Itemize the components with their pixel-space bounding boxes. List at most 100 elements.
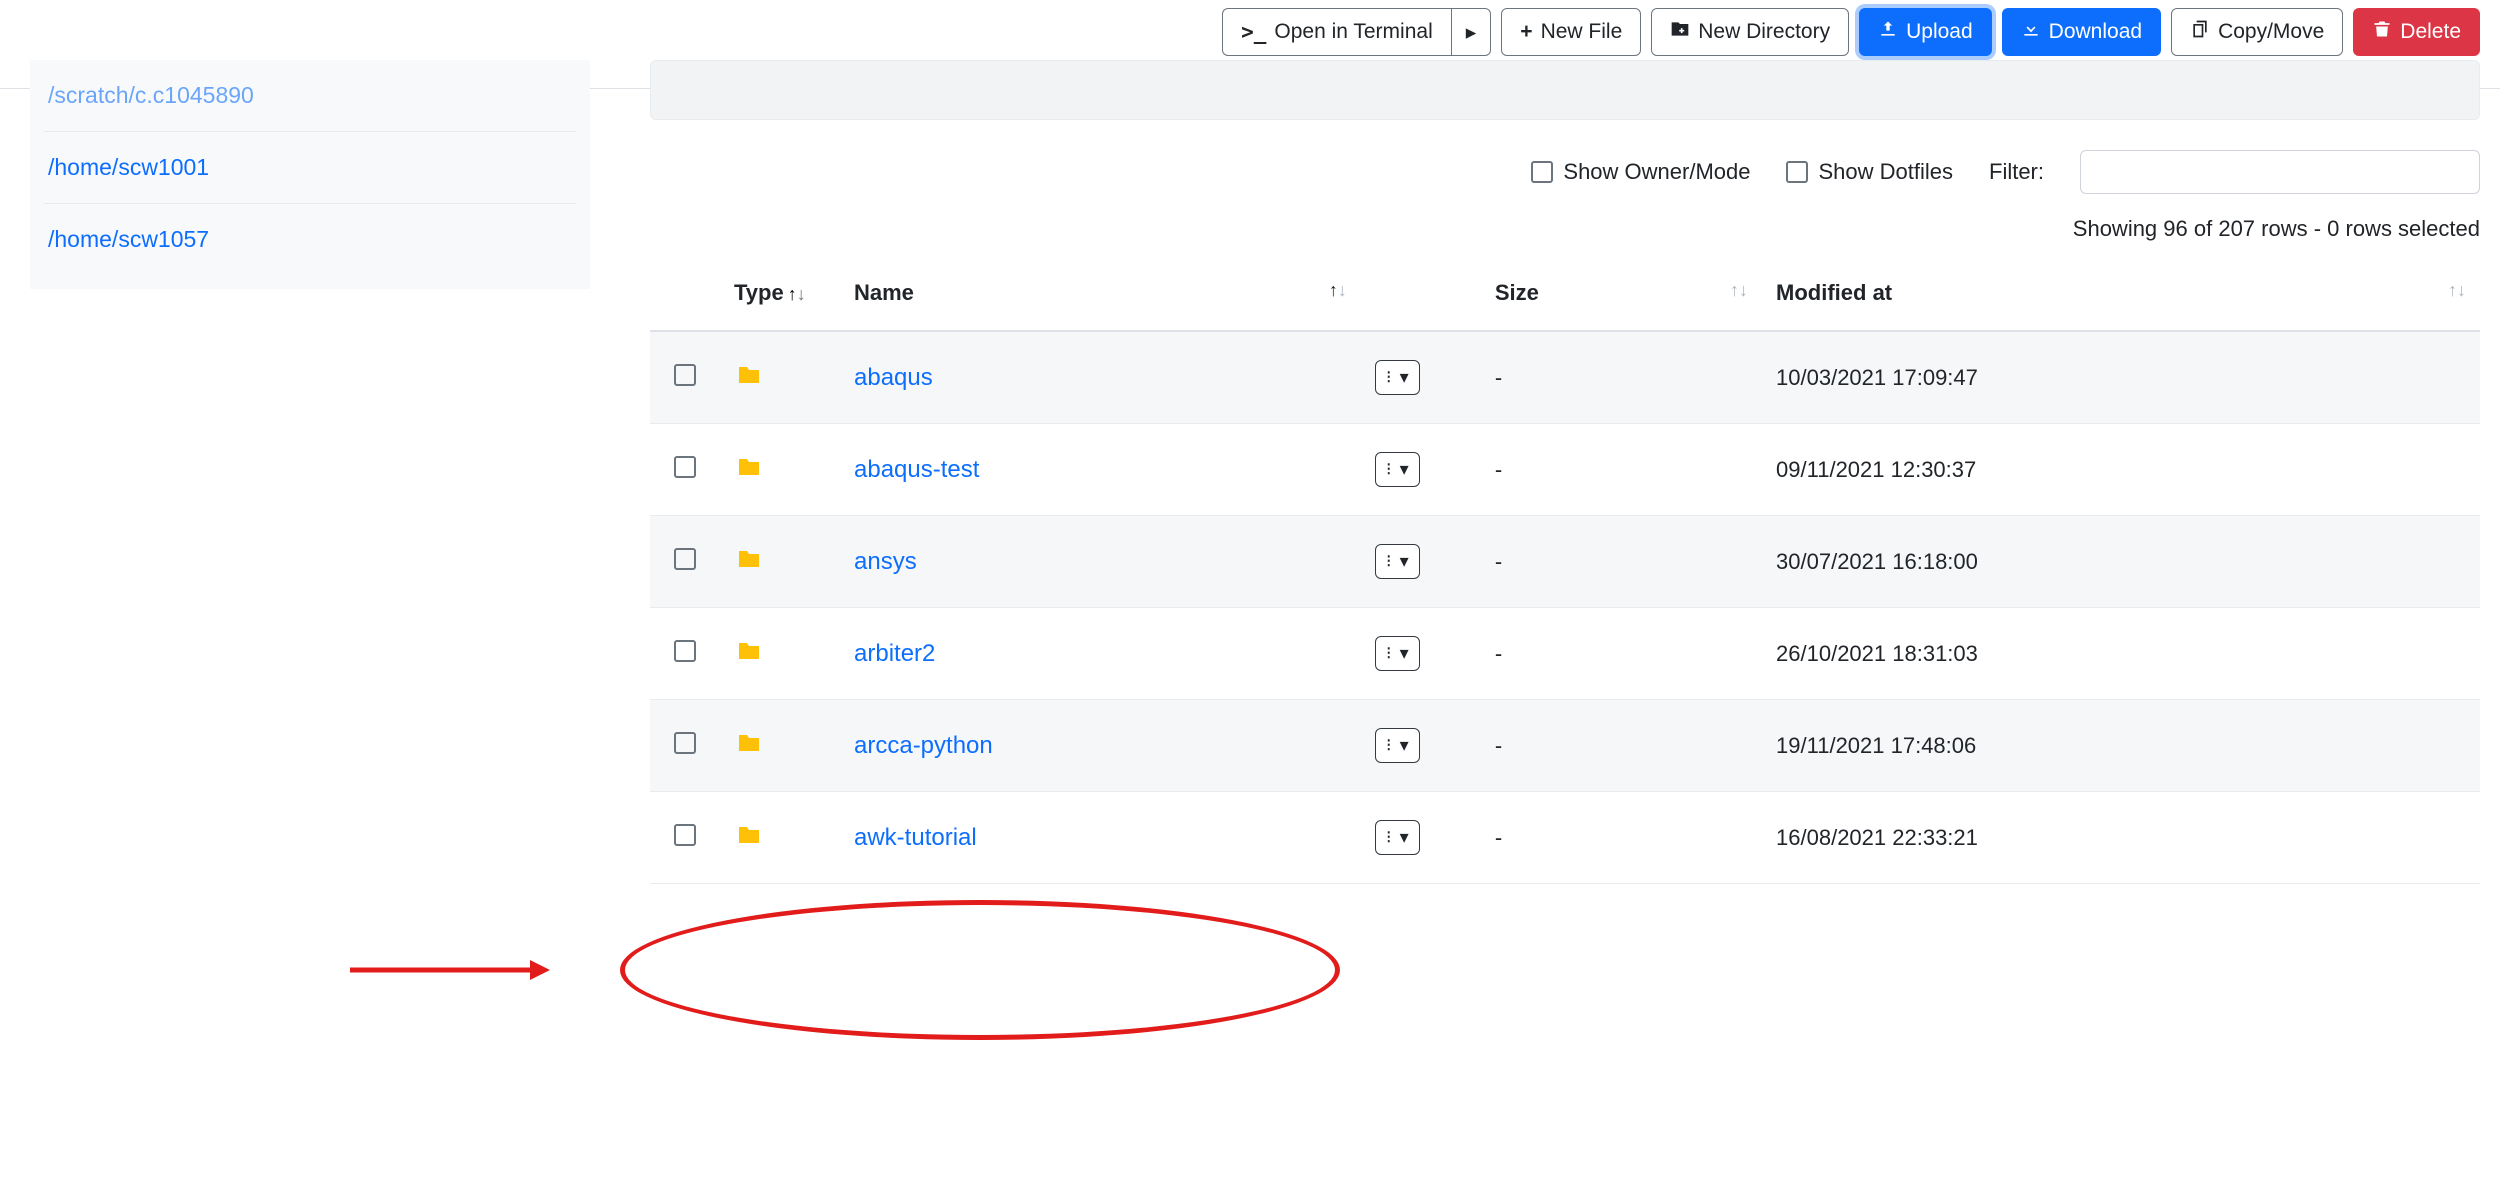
- status-line: Showing 96 of 207 rows - 0 rows selected: [650, 216, 2480, 242]
- row-checkbox[interactable]: [674, 824, 696, 846]
- upload-icon: [1878, 19, 1898, 45]
- row-actions-menu[interactable]: ⁝ ▾: [1375, 820, 1420, 855]
- col-modified-label: Modified at: [1776, 280, 1892, 305]
- folder-plus-icon: [1670, 19, 1690, 45]
- terminal-icon: >_: [1241, 20, 1266, 44]
- open-terminal-button[interactable]: >_ Open in Terminal: [1222, 8, 1451, 56]
- file-size: -: [1481, 516, 1762, 608]
- download-label: Download: [2049, 20, 2142, 44]
- copy-icon: [2190, 19, 2210, 45]
- table-row: ansys ⁝ ▾ -30/07/2021 16:18:00: [650, 516, 2480, 608]
- file-size: -: [1481, 424, 1762, 516]
- row-actions-menu[interactable]: ⁝ ▾: [1375, 728, 1420, 763]
- col-type[interactable]: Type↑↓: [720, 256, 840, 331]
- row-actions-menu[interactable]: ⁝ ▾: [1375, 636, 1420, 671]
- sidebar: /scratch/c.c1045890 /home/scw1001 /home/…: [30, 60, 590, 289]
- caret-down-icon: ▾: [1400, 735, 1409, 756]
- show-owner-mode-label: Show Owner/Mode: [1563, 159, 1750, 185]
- file-size: -: [1481, 331, 1762, 424]
- copy-move-label: Copy/Move: [2218, 20, 2324, 44]
- folder-icon: [734, 367, 764, 392]
- file-name-link[interactable]: abaqus-test: [854, 456, 979, 483]
- caret-down-icon: ▾: [1400, 827, 1409, 848]
- caret-down-icon: ▾: [1400, 367, 1409, 388]
- open-terminal-group: >_ Open in Terminal ▸: [1222, 8, 1491, 56]
- new-file-label: New File: [1541, 20, 1623, 44]
- checkbox-icon: [1786, 161, 1808, 183]
- row-checkbox[interactable]: [674, 456, 696, 478]
- col-actions: [1361, 256, 1481, 331]
- table-row: abaqus⁝ ▾-10/03/2021 17:09:47: [650, 331, 2480, 424]
- file-name-link[interactable]: arcca-python: [854, 732, 993, 759]
- new-file-button[interactable]: + New File: [1501, 8, 1641, 56]
- row-actions-menu[interactable]: ⁝ ▾: [1375, 360, 1420, 395]
- row-checkbox[interactable]: [674, 640, 696, 662]
- file-table-body: abaqus⁝ ▾-10/03/2021 17:09:47abaqus-test…: [650, 331, 2480, 884]
- download-button[interactable]: Download: [2002, 8, 2161, 56]
- sort-icon: ↑↓: [1329, 280, 1347, 301]
- file-name-link[interactable]: awk-tutorial: [854, 824, 977, 851]
- table-row: arbiter2⁝ ▾-26/10/2021 18:31:03: [650, 608, 2480, 700]
- kebab-icon: ⁝: [1386, 367, 1392, 388]
- col-name[interactable]: Name ↑↓: [840, 256, 1361, 331]
- file-size: -: [1481, 792, 1762, 884]
- show-dotfiles-toggle[interactable]: Show Dotfiles: [1786, 159, 1953, 185]
- upload-button[interactable]: Upload: [1859, 8, 1992, 56]
- sidebar-item-scw1001[interactable]: /home/scw1001: [44, 131, 576, 203]
- file-panel: Show Owner/Mode Show Dotfiles Filter: Sh…: [650, 60, 2480, 884]
- file-name-link[interactable]: abaqus: [854, 364, 933, 391]
- file-modified: 30/07/2021 16:18:00: [1762, 516, 2480, 608]
- panel-controls: Show Owner/Mode Show Dotfiles Filter:: [650, 150, 2480, 194]
- row-checkbox[interactable]: [674, 548, 696, 570]
- col-type-label: Type: [734, 280, 784, 305]
- copy-move-button[interactable]: Copy/Move: [2171, 8, 2343, 56]
- table-row: arcca-python⁝ ▾-19/11/2021 17:48:06: [650, 700, 2480, 792]
- kebab-icon: ⁝: [1386, 735, 1392, 756]
- row-actions-menu[interactable]: ⁝ ▾: [1375, 544, 1420, 579]
- filter-input[interactable]: [2080, 150, 2480, 194]
- folder-icon: [734, 551, 764, 576]
- trash-icon: [2372, 19, 2392, 45]
- col-select: [650, 256, 720, 331]
- show-dotfiles-label: Show Dotfiles: [1818, 159, 1953, 185]
- sort-icon: ↑↓: [1730, 280, 1748, 301]
- file-table: Type↑↓ Name ↑↓ Size ↑↓ Modified at ↑↓ ab…: [650, 256, 2480, 884]
- file-name-link[interactable]: arbiter2: [854, 640, 935, 667]
- annotation-arrow: [350, 950, 550, 990]
- file-modified: 09/11/2021 12:30:37: [1762, 424, 2480, 516]
- col-modified[interactable]: Modified at ↑↓: [1762, 256, 2480, 331]
- folder-icon: [734, 735, 764, 760]
- folder-icon: [734, 459, 764, 484]
- col-size[interactable]: Size ↑↓: [1481, 256, 1762, 331]
- show-owner-mode-toggle[interactable]: Show Owner/Mode: [1531, 159, 1750, 185]
- panel-top-bar: [650, 60, 2480, 120]
- file-size: -: [1481, 608, 1762, 700]
- delete-button[interactable]: Delete: [2353, 8, 2480, 56]
- sort-icon: ↑↓: [2448, 280, 2466, 301]
- annotation-ellipse: [620, 900, 1340, 1040]
- upload-label: Upload: [1906, 20, 1973, 44]
- kebab-icon: ⁝: [1386, 459, 1392, 480]
- caret-down-icon: ▾: [1400, 551, 1409, 572]
- table-row: abaqus-test ⁝ ▾ -09/11/2021 12:30:37: [650, 424, 2480, 516]
- row-checkbox[interactable]: [674, 732, 696, 754]
- file-name-link[interactable]: ansys: [854, 548, 917, 575]
- kebab-icon: ⁝: [1386, 643, 1392, 664]
- caret-right-icon: ▸: [1466, 20, 1477, 45]
- table-row: awk-tutorial ⁝ ▾ -16/08/2021 22:33:21: [650, 792, 2480, 884]
- new-directory-button[interactable]: New Directory: [1651, 8, 1849, 56]
- caret-down-icon: ▾: [1400, 643, 1409, 664]
- sidebar-item-scw1057[interactable]: /home/scw1057: [44, 203, 576, 275]
- sidebar-item-scratch[interactable]: /scratch/c.c1045890: [44, 60, 576, 131]
- col-name-label: Name: [854, 280, 914, 305]
- row-checkbox[interactable]: [674, 364, 696, 386]
- checkbox-icon: [1531, 161, 1553, 183]
- new-directory-label: New Directory: [1698, 20, 1830, 44]
- col-size-label: Size: [1495, 280, 1539, 305]
- file-modified: 19/11/2021 17:48:06: [1762, 700, 2480, 792]
- delete-label: Delete: [2400, 20, 2461, 44]
- file-modified: 16/08/2021 22:33:21: [1762, 792, 2480, 884]
- folder-icon: [734, 643, 764, 668]
- open-terminal-dropdown[interactable]: ▸: [1451, 8, 1492, 56]
- row-actions-menu[interactable]: ⁝ ▾: [1375, 452, 1420, 487]
